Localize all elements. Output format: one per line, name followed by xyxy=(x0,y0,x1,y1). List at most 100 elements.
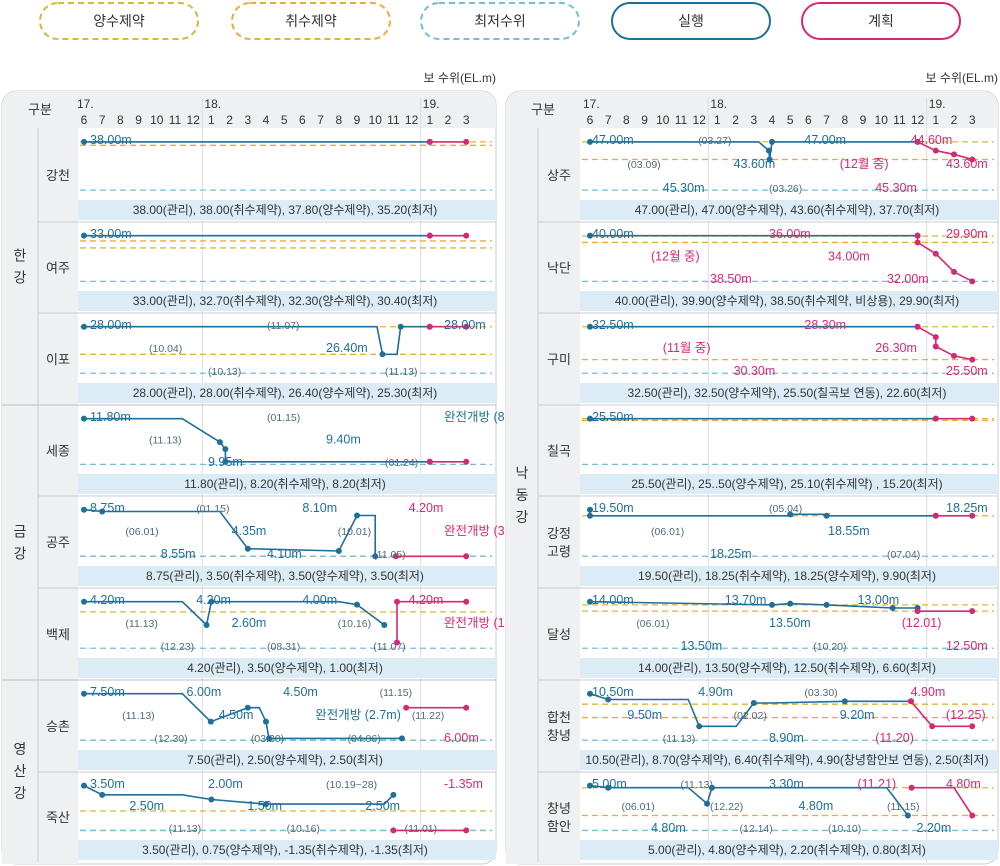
summary-text: 40.00(관리), 39.90(양수제약), 38.50(취수제약, 비상용)… xyxy=(615,293,959,308)
legend-label: 양수제약 xyxy=(93,13,145,29)
data-label: 43.60m xyxy=(946,157,988,171)
plan-line-point xyxy=(403,704,410,711)
data-label: 4.20m xyxy=(90,593,125,607)
actual-line-point xyxy=(766,156,773,163)
month-tick-label: 8 xyxy=(117,113,124,127)
actual-line-point xyxy=(841,698,848,705)
summary-strip xyxy=(580,658,998,678)
station-name: 함안 xyxy=(547,819,571,834)
data-label: 9.40m xyxy=(326,433,361,447)
summary-text: 10.50(관리), 8.70(양수제약), 6.40(취수제약), 4.90(… xyxy=(585,752,988,767)
data-label: 8.10m xyxy=(302,501,337,515)
station-name: 죽산 xyxy=(46,810,70,825)
plan-line-point xyxy=(914,323,921,330)
month-tick-label: 11 xyxy=(387,113,400,127)
station-name: 공주 xyxy=(46,535,70,550)
actual-line-point xyxy=(244,545,251,552)
actual-line-point xyxy=(81,598,87,605)
col-header-label: 구분 xyxy=(28,102,52,117)
data-label: (10.16) xyxy=(338,618,371,630)
legend: 양수제약 취수제약 최저수위 실행 계획 xyxy=(39,2,961,40)
data-label: (11.05) xyxy=(373,549,406,561)
data-label: (10.10) xyxy=(828,823,861,835)
actual-line xyxy=(589,600,918,609)
month-tick-label: 10 xyxy=(656,113,670,127)
data-label: 18.55m xyxy=(828,524,870,538)
actual-line-point xyxy=(263,801,269,808)
header-band xyxy=(506,91,998,128)
actual-line-point xyxy=(397,323,404,330)
summary-text: 14.00(관리), 13.50(양수제약), 12.50(취수제약), 6.6… xyxy=(638,660,936,675)
actual-line-point xyxy=(587,690,593,697)
actual-line-point xyxy=(216,439,223,446)
legend-swatch xyxy=(801,2,961,40)
summary-text: 32.50(관리), 32.50(양수제약), 25.50(칠곡보 연동), 2… xyxy=(628,385,947,400)
station-name: 창녕 xyxy=(547,801,571,816)
actual-line-point xyxy=(222,458,229,465)
data-label: (06.01) xyxy=(622,801,655,813)
summary-strip xyxy=(580,200,998,220)
month-tick-label: 6 xyxy=(81,113,88,127)
data-label: 8.75m xyxy=(90,501,125,515)
station-name: 여주 xyxy=(46,261,70,276)
plan-line-point xyxy=(932,415,939,422)
legend-swatch xyxy=(39,2,199,40)
data-label: 43.60m xyxy=(734,157,776,171)
data-label: 28.00m xyxy=(90,318,132,332)
data-label: (06.01) xyxy=(651,526,684,538)
plan-line-point xyxy=(969,156,976,163)
data-label: (03.27) xyxy=(698,135,731,147)
actual-line-point xyxy=(587,506,593,513)
month-tick-label: 2 xyxy=(445,113,452,127)
summary-strip xyxy=(78,383,496,403)
month-tick-label: 6 xyxy=(587,113,594,127)
actual-line-point xyxy=(587,415,593,422)
actual-line-point xyxy=(605,696,612,703)
month-tick-label: 3 xyxy=(969,113,976,127)
month-tick-label: 12 xyxy=(911,113,925,127)
actual-line-point xyxy=(765,147,772,154)
actual-line-point xyxy=(208,796,215,803)
river-label: 강 xyxy=(14,785,27,801)
data-label: (10.04) xyxy=(149,343,182,355)
actual-line-point xyxy=(587,232,593,239)
month-tick-label: 11 xyxy=(675,113,688,127)
plan-line-point xyxy=(932,250,939,257)
plan-line-point xyxy=(969,278,976,285)
data-label: (03.20) xyxy=(251,733,284,745)
data-label: 4.50m xyxy=(283,685,318,699)
plan-line-point xyxy=(929,723,936,730)
data-label: 30.30m xyxy=(734,364,776,378)
actual-line-point xyxy=(750,700,757,707)
month-tick-label: 8 xyxy=(335,113,342,127)
river-label: 산 xyxy=(14,763,27,779)
actual-line-point xyxy=(208,598,215,605)
actual-line-point xyxy=(372,553,379,560)
legend-swatch xyxy=(611,2,771,40)
data-label: (12.01) xyxy=(902,616,942,630)
actual-line-point xyxy=(381,622,388,628)
plan-line-point xyxy=(394,598,401,605)
data-label: 9.20m xyxy=(840,708,875,722)
station-row: 강천 38.00(관리), 38.00(취수제약), 37.80(양수제약), 3… xyxy=(46,133,496,220)
data-label: 26.40m xyxy=(326,341,368,355)
plan-line-point xyxy=(426,232,433,239)
plan-line-point xyxy=(426,323,433,330)
station-row: 이포 28.00(관리), 28.00(취수제약), 26.40(양수제약), 2… xyxy=(38,312,496,403)
month-tick-label: 8 xyxy=(841,113,848,127)
plan-line-point xyxy=(392,553,399,560)
data-label: 18.25m xyxy=(710,547,752,561)
data-label: (10.19~28) xyxy=(326,779,377,791)
data-label: 4.90m xyxy=(698,685,733,699)
data-label: (11.13) xyxy=(149,435,182,447)
station-row: 구미 32.50(관리), 32.50(양수제약), 25.50(칠곡보 연동),… xyxy=(538,312,998,403)
year-tick-label: 17. xyxy=(77,97,94,111)
actual-line-point xyxy=(203,622,210,628)
unit-labels: 보 수위(EL.m) 보 수위(EL.m) xyxy=(424,71,998,85)
data-label: (06.01) xyxy=(125,526,158,538)
river-label: 낙 xyxy=(516,465,529,481)
month-tick-label: 3 xyxy=(244,113,251,127)
plan-line-point xyxy=(969,723,976,730)
